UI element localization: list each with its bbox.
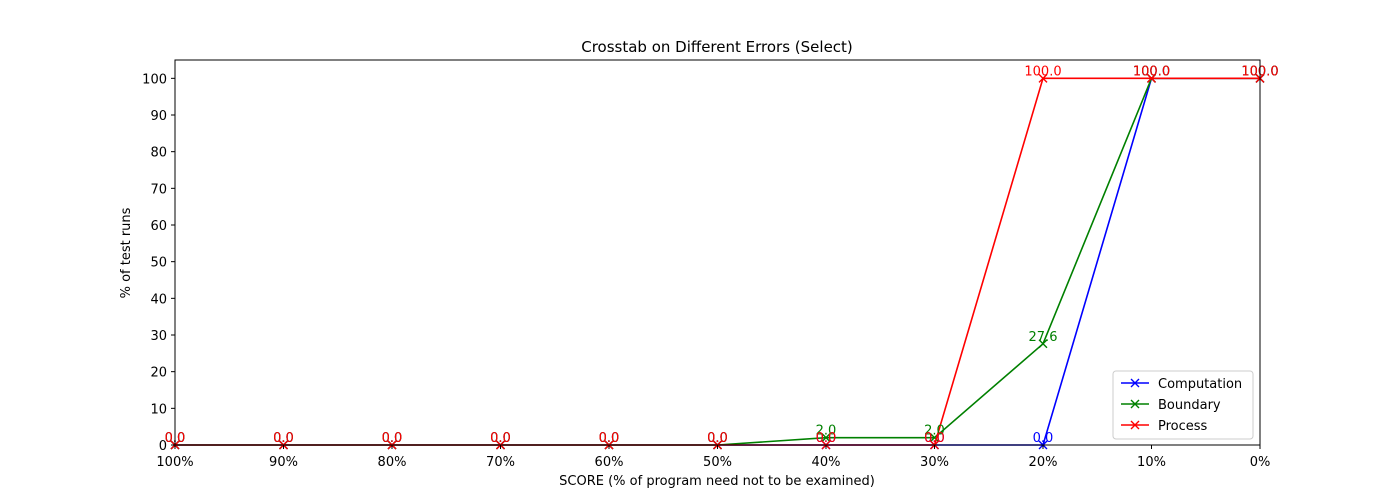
- y-tick-label: 90: [150, 109, 167, 124]
- x-tick-label: 10%: [1137, 455, 1166, 470]
- y-tick-label: 20: [150, 366, 167, 381]
- y-axis-label: % of test runs: [119, 207, 134, 298]
- data-label: 0.0: [924, 431, 945, 446]
- data-label: 0.0: [1033, 431, 1054, 446]
- data-label: 0.0: [273, 431, 294, 446]
- data-label: 0.0: [490, 431, 511, 446]
- x-tick-label: 60%: [595, 455, 624, 470]
- y-tick-label: 70: [150, 182, 167, 197]
- data-label: 0.0: [816, 431, 837, 446]
- data-label: 0.0: [490, 431, 511, 446]
- data-label: 2.0: [816, 424, 837, 439]
- data-label: 100.0: [1024, 64, 1061, 79]
- data-label: 0.0: [273, 431, 294, 446]
- y-tick-label: 50: [150, 256, 167, 271]
- x-tick-label: 30%: [920, 455, 949, 470]
- legend-marker-boundary: [1130, 399, 1140, 409]
- data-label: 27.6: [1029, 330, 1058, 345]
- chart-title: Crosstab on Different Errors (Select): [581, 38, 853, 56]
- x-tick-label: 0%: [1250, 455, 1271, 470]
- data-label: 0.0: [382, 431, 403, 446]
- data-label: 0.0: [382, 431, 403, 446]
- data-label: 0.0: [599, 431, 620, 446]
- legend-marker-process: [1130, 420, 1140, 430]
- data-label: 100.0: [1133, 64, 1170, 79]
- x-tick-label: 90%: [269, 455, 298, 470]
- data-label: 0.0: [599, 431, 620, 446]
- data-label: 2.0: [924, 424, 945, 439]
- data-label: 0.0: [707, 431, 728, 446]
- legend-label-process: Process: [1158, 419, 1208, 434]
- legend-label-computation: Computation: [1158, 377, 1242, 392]
- data-label: 0.0: [273, 431, 294, 446]
- y-tick-label: 60: [150, 219, 167, 234]
- x-tick-label: 40%: [812, 455, 841, 470]
- x-tick-label: 20%: [1029, 455, 1058, 470]
- marker-boundary: [821, 433, 831, 443]
- marker-process: [1038, 73, 1048, 83]
- data-label: 0.0: [816, 431, 837, 446]
- data-label: 100.0: [1133, 64, 1170, 79]
- x-tick-label: 80%: [378, 455, 407, 470]
- data-label: 0.0: [924, 431, 945, 446]
- data-label: 0.0: [490, 431, 511, 446]
- data-label: 0.0: [382, 431, 403, 446]
- y-tick-label: 0: [159, 439, 167, 454]
- y-tick-label: 10: [150, 402, 167, 417]
- y-tick-label: 30: [150, 329, 167, 344]
- x-tick-label: 70%: [486, 455, 515, 470]
- x-tick-label: 100%: [156, 455, 193, 470]
- y-tick-label: 40: [150, 292, 167, 307]
- y-tick-label: 100: [142, 72, 167, 87]
- marker-boundary: [1038, 339, 1048, 349]
- legend-marker-computation: [1130, 378, 1140, 388]
- data-label: 0.0: [707, 431, 728, 446]
- data-label: 100.0: [1133, 64, 1170, 79]
- data-label: 0.0: [599, 431, 620, 446]
- legend-box: [1112, 370, 1254, 440]
- legend: Computation Boundary Process: [1112, 370, 1254, 440]
- x-tick-label: 50%: [703, 455, 732, 470]
- y-tick-label: 80: [150, 146, 167, 161]
- x-axis-label: SCORE (% of program need not to be exami…: [559, 474, 875, 489]
- axes: 100% 90% 80% 70% 60% 50% 40% 30% 20% 10% 0% 0 10 20 30…: [142, 59, 1271, 470]
- marker-process: [1147, 73, 1156, 83]
- legend-label-boundary: Boundary: [1158, 398, 1221, 413]
- data-label: 0.0: [707, 431, 728, 446]
